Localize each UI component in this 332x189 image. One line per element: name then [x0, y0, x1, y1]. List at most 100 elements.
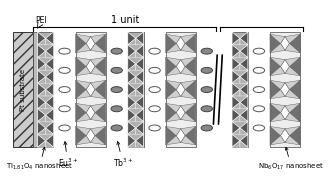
Polygon shape [176, 36, 185, 50]
Circle shape [111, 106, 123, 112]
Polygon shape [136, 70, 143, 83]
Polygon shape [38, 90, 45, 96]
Polygon shape [232, 141, 240, 147]
Polygon shape [95, 57, 106, 76]
Polygon shape [270, 57, 281, 76]
Text: Eu$^{3+}$: Eu$^{3+}$ [58, 142, 78, 169]
Polygon shape [285, 113, 300, 122]
Polygon shape [45, 134, 53, 147]
Polygon shape [270, 103, 281, 122]
Bar [232, 32, 248, 147]
Polygon shape [166, 57, 181, 67]
Polygon shape [285, 90, 300, 99]
Polygon shape [38, 70, 45, 83]
Polygon shape [128, 90, 136, 96]
Polygon shape [285, 126, 300, 136]
Polygon shape [240, 115, 248, 122]
Polygon shape [240, 32, 248, 45]
Polygon shape [91, 34, 106, 43]
Polygon shape [128, 38, 136, 45]
Polygon shape [128, 58, 136, 70]
Polygon shape [290, 103, 300, 122]
Polygon shape [136, 45, 143, 58]
Bar [166, 32, 196, 147]
Polygon shape [166, 43, 181, 53]
Polygon shape [38, 64, 45, 70]
Polygon shape [240, 38, 248, 45]
Polygon shape [45, 102, 53, 109]
Circle shape [111, 125, 123, 131]
Polygon shape [270, 80, 285, 90]
Polygon shape [91, 103, 106, 113]
Text: 1 unit: 1 unit [111, 15, 139, 25]
Polygon shape [86, 60, 95, 74]
Polygon shape [45, 45, 53, 58]
Polygon shape [232, 77, 240, 83]
Polygon shape [136, 64, 143, 70]
Polygon shape [270, 103, 285, 113]
Polygon shape [76, 80, 91, 90]
Polygon shape [232, 122, 240, 134]
Polygon shape [128, 102, 136, 109]
Polygon shape [136, 141, 143, 147]
Circle shape [201, 48, 212, 54]
Polygon shape [86, 106, 95, 119]
Polygon shape [185, 126, 196, 145]
Polygon shape [136, 77, 143, 83]
Polygon shape [91, 43, 106, 53]
Polygon shape [38, 102, 45, 109]
Polygon shape [240, 134, 248, 147]
Circle shape [253, 67, 265, 73]
Polygon shape [136, 90, 143, 96]
Polygon shape [270, 90, 285, 99]
Polygon shape [38, 109, 45, 122]
Polygon shape [281, 106, 290, 119]
Polygon shape [76, 103, 91, 113]
Polygon shape [176, 106, 185, 119]
Polygon shape [176, 83, 185, 96]
Polygon shape [91, 136, 106, 145]
Polygon shape [176, 60, 185, 74]
Circle shape [111, 67, 123, 73]
Polygon shape [128, 70, 136, 83]
Polygon shape [240, 96, 248, 109]
Polygon shape [128, 32, 136, 45]
Polygon shape [38, 51, 45, 58]
Polygon shape [76, 67, 91, 76]
Circle shape [149, 125, 160, 131]
Polygon shape [166, 67, 181, 76]
Polygon shape [45, 77, 53, 83]
Polygon shape [95, 126, 106, 145]
Polygon shape [285, 43, 300, 53]
Polygon shape [240, 58, 248, 70]
Polygon shape [181, 80, 196, 90]
Polygon shape [185, 80, 196, 99]
Polygon shape [181, 67, 196, 76]
Polygon shape [240, 83, 248, 96]
Polygon shape [240, 77, 248, 83]
Polygon shape [45, 70, 53, 83]
Polygon shape [232, 83, 240, 96]
Polygon shape [45, 51, 53, 58]
Polygon shape [166, 34, 181, 43]
Polygon shape [45, 128, 53, 134]
Polygon shape [240, 45, 248, 58]
Polygon shape [76, 34, 91, 43]
Polygon shape [270, 34, 281, 53]
Polygon shape [136, 115, 143, 122]
Polygon shape [128, 96, 136, 109]
Polygon shape [232, 90, 240, 96]
Polygon shape [166, 80, 181, 90]
Polygon shape [38, 83, 45, 96]
Polygon shape [38, 77, 45, 83]
Polygon shape [166, 34, 176, 53]
Polygon shape [232, 134, 240, 147]
Polygon shape [240, 141, 248, 147]
Polygon shape [136, 51, 143, 58]
Polygon shape [166, 113, 181, 122]
Polygon shape [128, 51, 136, 58]
Polygon shape [181, 113, 196, 122]
Polygon shape [76, 103, 86, 122]
Polygon shape [240, 109, 248, 122]
Polygon shape [38, 141, 45, 147]
